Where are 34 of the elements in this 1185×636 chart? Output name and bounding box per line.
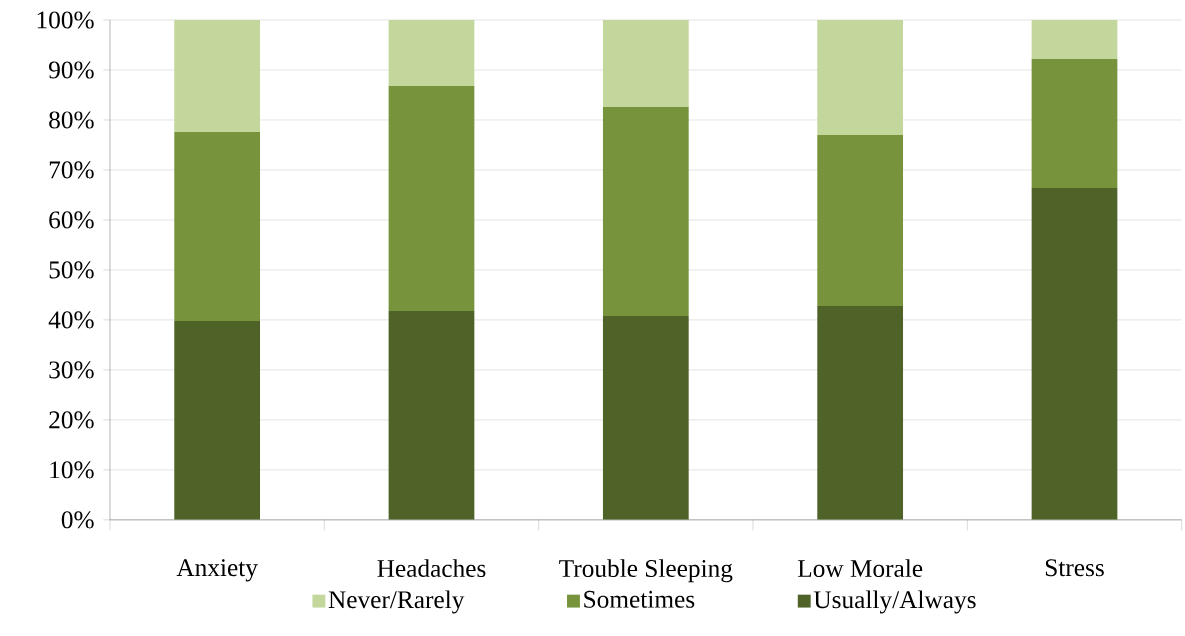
y-tick-label: 20% bbox=[49, 411, 94, 429]
bar bbox=[388, 86, 475, 311]
bar bbox=[1031, 188, 1118, 520]
bar bbox=[817, 20, 904, 136]
bar bbox=[1031, 59, 1118, 189]
x-tick-label: Low Morale bbox=[797, 559, 923, 578]
bar bbox=[817, 135, 904, 306]
y-tick-label: 100% bbox=[37, 11, 94, 29]
x-tick-label: Trouble Sleeping bbox=[559, 559, 733, 583]
y-tick-label: 60% bbox=[49, 211, 94, 229]
x-tick-label: Anxiety bbox=[176, 559, 258, 582]
y-tick-label: 80% bbox=[49, 111, 94, 129]
bar bbox=[602, 107, 689, 316]
legend-label: Sometimes bbox=[584, 590, 695, 608]
bar bbox=[817, 306, 904, 520]
bar bbox=[174, 321, 261, 520]
bar bbox=[388, 311, 475, 520]
y-tick-label: 50% bbox=[49, 261, 94, 279]
y-tick-label: 70% bbox=[49, 161, 94, 179]
y-tick-label: 10% bbox=[50, 461, 94, 479]
y-tick-label: 0% bbox=[61, 511, 94, 529]
legend-label: Usually/Always bbox=[813, 590, 976, 614]
bar bbox=[174, 20, 261, 133]
x-tick-label: Headaches bbox=[377, 559, 486, 578]
legend-label: Never/Rarely bbox=[328, 590, 465, 614]
x-tick-label: Stress bbox=[1045, 559, 1104, 577]
bar bbox=[602, 316, 689, 520]
y-tick-label: 40% bbox=[48, 311, 94, 329]
bar bbox=[1031, 20, 1118, 60]
y-tick-label: 90% bbox=[49, 61, 94, 79]
y-tick-label: 30% bbox=[49, 361, 94, 379]
bar bbox=[388, 20, 475, 87]
bar bbox=[602, 20, 689, 108]
bar bbox=[174, 132, 261, 321]
